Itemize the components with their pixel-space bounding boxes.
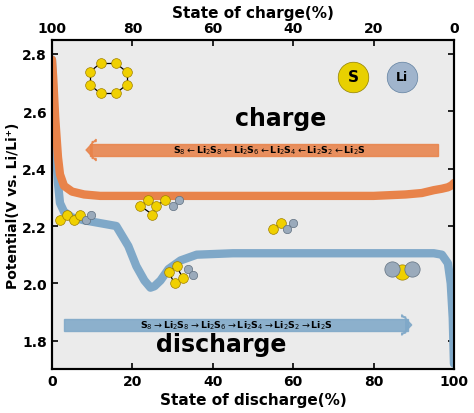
FancyArrow shape — [401, 315, 412, 335]
X-axis label: State of discharge(%): State of discharge(%) — [160, 392, 346, 408]
Bar — [64, 319, 408, 331]
Text: S$_8$$\rightarrow$Li$_2$S$_8$$\rightarrow$Li$_2$S$_6$$\rightarrow$Li$_2$S$_4$$\r: S$_8$$\rightarrow$Li$_2$S$_8$$\rightarro… — [140, 319, 333, 331]
Text: charge: charge — [236, 107, 327, 131]
X-axis label: State of charge(%): State of charge(%) — [172, 5, 334, 21]
Bar — [90, 145, 438, 157]
Text: discharge: discharge — [155, 332, 286, 356]
Text: Li: Li — [396, 71, 408, 84]
FancyArrow shape — [86, 140, 96, 161]
Text: S$_8$$\leftarrow$Li$_2$S$_8$$\leftarrow$Li$_2$S$_6$$\leftarrow$Li$_2$S$_4$$\left: S$_8$$\leftarrow$Li$_2$S$_8$$\leftarrow$… — [173, 145, 365, 157]
Y-axis label: Potential(V vs. Li/Li⁺): Potential(V vs. Li/Li⁺) — [6, 122, 19, 288]
Text: S: S — [348, 70, 359, 85]
